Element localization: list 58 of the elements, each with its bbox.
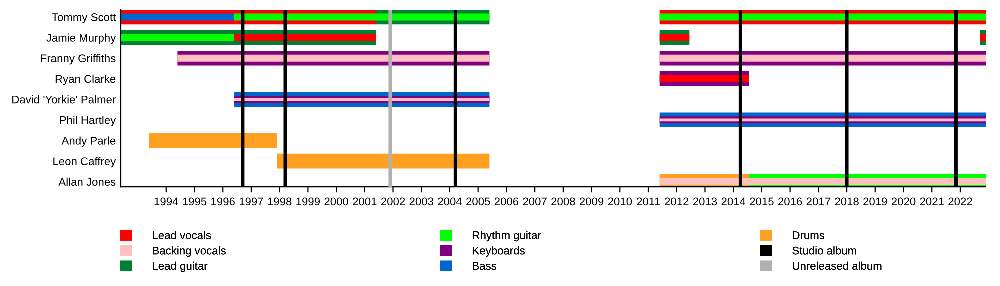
y-tick-label: Franny Griffiths: [41, 54, 116, 65]
legend-label: Studio album: [792, 246, 856, 255]
x-tick-label: 2010: [608, 198, 632, 206]
x-tick-label: 1996: [212, 198, 235, 206]
legend-label: Backing vocals: [153, 246, 226, 257]
x-tick-label: 2017: [806, 198, 830, 206]
x-tick-label: 2004: [438, 198, 462, 206]
legend-label: Lead guitar: [153, 262, 208, 272]
legend-label: Bass: [473, 262, 497, 270]
y-tick-label: Leon Caffrey: [54, 157, 116, 168]
x-tick-label: 2002: [381, 198, 406, 206]
legend-label: Unreleased album: [793, 262, 882, 270]
x-tick-label: 2012: [665, 198, 689, 206]
x-tick-label: 2016: [778, 198, 802, 206]
x-tick-label: 2005: [466, 198, 490, 206]
bar: [660, 75, 750, 82]
bar: [178, 54, 490, 62]
y-tick-label: Tommy Scott: [52, 13, 116, 24]
bar: [276, 154, 490, 169]
x-tick-label: 2003: [410, 198, 434, 206]
x-tick-label: 1997: [240, 198, 264, 206]
x-tick-label: 1995: [183, 198, 207, 206]
legend-label: Drums: [793, 232, 825, 240]
x-tick-label: 2000: [324, 198, 348, 206]
x-tick-label: 2007: [523, 198, 547, 206]
bar: [660, 54, 986, 62]
x-tick-label: 2006: [494, 198, 519, 206]
x-tick-label: 2001: [353, 198, 377, 206]
x-tick-label: 2008: [552, 198, 576, 206]
x-tick-label: 2014: [722, 198, 746, 206]
y-tick-label: Jamie Murphy: [46, 34, 116, 44]
bar: [234, 98, 490, 101]
y-tick-label: Allan Jones: [58, 178, 116, 186]
bar: [234, 34, 376, 42]
x-tick-label: 2015: [750, 198, 774, 206]
x-tick-label: 2018: [835, 198, 859, 206]
x-tick-label: 2013: [693, 198, 718, 206]
y-tick-label: David 'Yorkie' Palmer: [12, 96, 116, 104]
x-tick-label: 2020: [892, 198, 916, 206]
bar: [660, 14, 986, 21]
legend-label: Lead vocals: [153, 231, 212, 240]
y-tick-label: Phil Hartley: [60, 116, 116, 126]
bar: [149, 133, 277, 148]
x-tick-label: 2011: [637, 198, 660, 206]
legend-label: Rhythm guitar: [473, 231, 542, 242]
x-tick-label: 1994: [154, 198, 178, 206]
y-tick-label: Andy Parle: [62, 136, 116, 148]
bar: [980, 34, 986, 42]
x-tick-label: 1998: [268, 198, 292, 206]
x-tick-label: 2009: [580, 198, 604, 206]
x-tick-label: 2021: [920, 198, 944, 206]
bar: [660, 34, 690, 42]
x-tick-label: 2022: [948, 198, 972, 206]
x-tick-label: 1999: [296, 198, 320, 206]
legend-label: Keyboards: [473, 246, 525, 257]
bar: [121, 34, 234, 42]
x-tick-label: 2019: [864, 198, 888, 206]
y-tick-label: Ryan Clarke: [56, 74, 116, 86]
